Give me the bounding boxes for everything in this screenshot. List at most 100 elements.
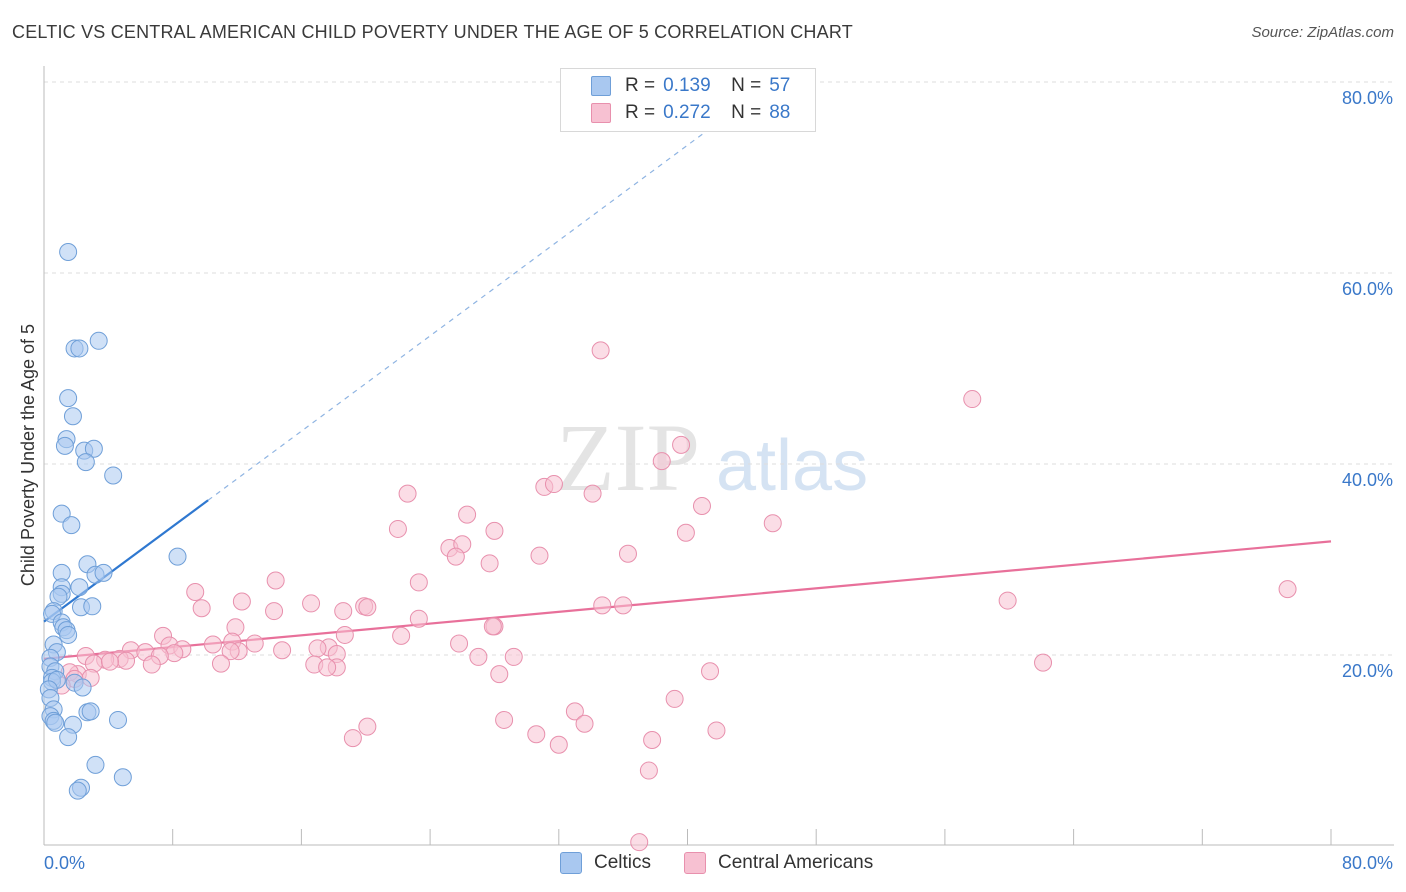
central-americans-point bbox=[652, 452, 671, 471]
central-americans-point bbox=[504, 647, 523, 666]
central-americans-point bbox=[358, 717, 377, 736]
central-americans-point bbox=[483, 617, 502, 636]
y-axis-label: Child Poverty Under the Age of 5 bbox=[18, 324, 38, 586]
legend-item-celtics[interactable]: Celtics bbox=[560, 852, 651, 874]
central-americans-point bbox=[192, 599, 211, 618]
central-americans-point bbox=[358, 598, 377, 617]
r-label: R = bbox=[625, 75, 656, 96]
central-americans-point bbox=[618, 544, 637, 563]
central-americans-point bbox=[485, 521, 504, 540]
central-americans-point bbox=[446, 547, 465, 566]
celtics-swatch bbox=[591, 76, 611, 96]
celtics-point bbox=[84, 439, 103, 458]
central-americans-point bbox=[639, 761, 658, 780]
celtics-trend-line bbox=[43, 499, 209, 623]
central-americans-point bbox=[117, 651, 136, 670]
celtics-point bbox=[46, 713, 65, 732]
central-americans-point bbox=[409, 573, 428, 592]
central-americans-point bbox=[495, 710, 514, 729]
celtics-point bbox=[59, 242, 78, 261]
central-americans-point bbox=[469, 647, 488, 666]
grid bbox=[44, 81, 1394, 656]
celtics-point bbox=[63, 407, 82, 426]
central-americans-point bbox=[963, 390, 982, 409]
series-legend: Celtics Central Americans bbox=[0, 852, 1406, 878]
central-americans-point bbox=[409, 609, 428, 628]
celtics-swatch bbox=[560, 852, 582, 874]
watermark-zip: ZIP bbox=[556, 404, 700, 511]
central-americans-point bbox=[211, 654, 230, 673]
central-americans-point bbox=[593, 596, 612, 615]
central-americans-point bbox=[692, 497, 711, 516]
tick-labels: 20.0% 40.0% 60.0% 80.0% 0.0% 80.0% bbox=[44, 88, 1393, 873]
celtics-point bbox=[81, 702, 100, 721]
central-americans-point bbox=[527, 725, 546, 744]
r-value: 0.272 bbox=[663, 102, 711, 123]
central-americans-point bbox=[343, 729, 362, 748]
n-label: N = bbox=[731, 75, 762, 96]
central-americans-point bbox=[142, 655, 161, 674]
central-americans-point bbox=[186, 582, 205, 601]
celtics-point bbox=[70, 578, 89, 597]
celtics-point bbox=[83, 597, 102, 616]
central-americans-point bbox=[1034, 653, 1053, 672]
source-label: Source: ZipAtlas.com bbox=[1251, 24, 1394, 41]
central-americans-point bbox=[672, 435, 691, 454]
celtics-point bbox=[104, 466, 123, 485]
legend-item-central-americans[interactable]: Central Americans bbox=[684, 852, 873, 874]
central-americans-point bbox=[398, 484, 417, 503]
central-americans-point bbox=[530, 546, 549, 565]
celtics-point bbox=[59, 728, 78, 747]
y-tick-label: 40.0% bbox=[1342, 470, 1393, 490]
central-americans-point bbox=[614, 596, 633, 615]
legend-row-celtics: R = 0.139 N = 57 bbox=[561, 73, 790, 99]
legend-row-central-americans: R = 0.272 N = 88 bbox=[561, 100, 790, 126]
central-americans-point bbox=[458, 505, 477, 524]
central-americans-point bbox=[665, 689, 684, 708]
central-americans-point bbox=[480, 554, 499, 573]
central-americans-point bbox=[334, 602, 353, 621]
n-value: 57 bbox=[769, 75, 791, 96]
x-tick-label: 0.0% bbox=[44, 853, 85, 873]
central-americans-point bbox=[308, 639, 327, 658]
central-americans-point bbox=[676, 523, 695, 542]
celtics-point bbox=[59, 389, 78, 408]
legend-label-central-americans: Central Americans bbox=[718, 852, 874, 873]
r-label: R = bbox=[625, 102, 656, 123]
celtics-point bbox=[89, 331, 108, 350]
trend-lines bbox=[43, 114, 1332, 660]
central-americans-point bbox=[245, 634, 264, 653]
central-americans-point bbox=[1278, 580, 1297, 599]
central-americans-point bbox=[100, 652, 119, 671]
celtics-point bbox=[168, 547, 187, 566]
central-americans-point bbox=[388, 519, 407, 538]
central-americans-point bbox=[701, 662, 720, 681]
central-americans-point bbox=[221, 642, 240, 661]
stats-legend: R = 0.139 N = 57 R = 0.272 N = 88 bbox=[560, 68, 816, 132]
chart-title: CELTIC VS CENTRAL AMERICAN CHILD POVERTY… bbox=[12, 22, 853, 42]
central-americans-point bbox=[265, 602, 284, 621]
central-americans-point bbox=[273, 641, 292, 660]
central-americans-point bbox=[591, 341, 610, 360]
central-americans-point bbox=[565, 702, 584, 721]
n-label: N = bbox=[731, 102, 762, 123]
central-americans-point bbox=[575, 714, 594, 733]
central-americans-point bbox=[998, 591, 1017, 610]
y-tick-label: 60.0% bbox=[1342, 279, 1393, 299]
central-americans-swatch bbox=[684, 852, 706, 874]
celtics-point bbox=[73, 678, 92, 697]
celtics-point bbox=[109, 710, 128, 729]
central-americans-point bbox=[266, 571, 285, 590]
central-americans-point bbox=[643, 730, 662, 749]
central-americans-swatch bbox=[591, 103, 611, 123]
central-americans-point bbox=[335, 625, 354, 644]
celtics-point bbox=[62, 516, 81, 535]
y-tick-label: 20.0% bbox=[1342, 661, 1393, 681]
central-americans-point bbox=[490, 665, 509, 684]
legend-label-celtics: Celtics bbox=[594, 852, 652, 873]
central-americans-point bbox=[450, 634, 469, 653]
celtics-trend-extension bbox=[207, 114, 729, 501]
central-americans-point bbox=[302, 594, 321, 613]
celtics-point bbox=[94, 563, 113, 582]
